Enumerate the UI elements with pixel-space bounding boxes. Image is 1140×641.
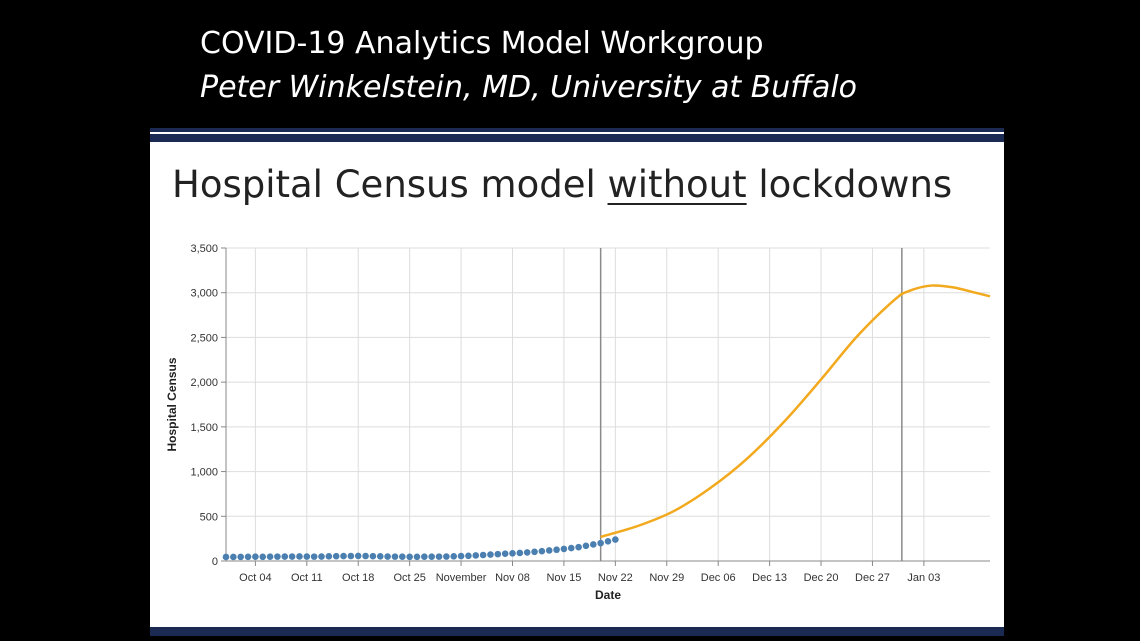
observed-data-point bbox=[413, 553, 421, 561]
observed-data-point bbox=[274, 553, 281, 560]
x-tick-label: Dec 27 bbox=[855, 572, 890, 584]
workgroup-title: COVID-19 Analytics Model Workgroup bbox=[200, 26, 764, 61]
observed-data-point bbox=[501, 550, 509, 557]
observed-data-point bbox=[487, 551, 494, 558]
observed-data-point bbox=[391, 553, 399, 560]
observed-data-point bbox=[553, 546, 560, 554]
hospital-census-chart: 0 500 1,000 1,500 2,000 2,500 3,000 3,500 Oct 0… bbox=[165, 243, 991, 602]
x-tick-label: Dec 06 bbox=[701, 572, 736, 584]
slide-panel: Hospital Census model without lockdowns … bbox=[150, 128, 1004, 636]
observed-data-point bbox=[303, 553, 311, 560]
slide-title-start: Hospital Census model bbox=[172, 163, 608, 206]
observed-data-point bbox=[340, 552, 347, 560]
x-tick-label: Oct 04 bbox=[239, 572, 271, 584]
model-projection-line bbox=[600, 284, 991, 539]
x-tick-label: Oct 25 bbox=[393, 572, 425, 584]
observed-data-point bbox=[575, 543, 582, 551]
observed-data-point bbox=[523, 549, 531, 556]
x-tick-label: Nov 29 bbox=[649, 572, 684, 584]
slide-top-rule bbox=[150, 128, 1004, 132]
observed-data-point bbox=[531, 548, 538, 556]
x-tick-label: Jan 03 bbox=[907, 572, 940, 584]
x-axis-label: Date bbox=[595, 588, 621, 602]
x-tick-label: Oct 11 bbox=[291, 572, 323, 584]
observed-data-point bbox=[347, 552, 355, 560]
observed-data-point bbox=[325, 553, 333, 560]
observed-data-point bbox=[472, 552, 480, 559]
observed-data-point bbox=[376, 553, 384, 560]
slide-title: Hospital Census model without lockdowns bbox=[172, 162, 992, 208]
observed-data-point bbox=[612, 536, 619, 543]
observed-data-point bbox=[428, 553, 435, 561]
observed-data-point bbox=[252, 553, 259, 561]
x-tick-label: Oct 18 bbox=[342, 572, 374, 584]
x-tick-label: Nov 08 bbox=[495, 572, 530, 584]
observed-data-point bbox=[479, 551, 487, 559]
y-tick-label: 0 bbox=[212, 556, 218, 568]
slide-title-emphasis: without bbox=[607, 163, 747, 206]
x-axis-ticks: Oct 04 Oct 11 Oct 18 Oct 25 November Nov 08 No… bbox=[239, 561, 940, 584]
chart-gridlines bbox=[226, 247, 990, 562]
y-axis-label: Hospital Census bbox=[165, 357, 179, 451]
observed-data-point bbox=[421, 553, 428, 561]
observed-data-point bbox=[369, 552, 377, 560]
observed-data-point bbox=[509, 550, 516, 557]
observed-data-point bbox=[465, 552, 472, 560]
observed-data-point bbox=[494, 550, 502, 558]
y-tick-label: 2,000 bbox=[190, 377, 218, 389]
observed-data-point bbox=[604, 538, 612, 545]
observed-data-point bbox=[560, 545, 568, 553]
y-axis-ticks: 0 500 1,000 1,500 2,000 2,500 3,000 3,500 bbox=[190, 243, 226, 568]
observed-data-point bbox=[222, 553, 230, 561]
x-tick-label: November bbox=[436, 572, 487, 584]
observed-data-point bbox=[516, 549, 524, 557]
slide-bottom-rule bbox=[150, 627, 1004, 636]
observed-data-point bbox=[590, 541, 597, 548]
observed-data-point bbox=[399, 553, 406, 561]
slide-top-rule-thick bbox=[150, 134, 1004, 142]
observed-data-point bbox=[582, 542, 590, 550]
observed-data-point bbox=[266, 553, 274, 561]
y-tick-label: 1,000 bbox=[190, 467, 218, 479]
observed-data-point bbox=[288, 553, 296, 560]
observed-data-point bbox=[597, 539, 604, 547]
slide-title-end: lockdowns bbox=[746, 163, 953, 206]
presentation-header: COVID-19 Analytics Model Workgroup Peter… bbox=[200, 22, 1100, 110]
y-tick-label: 1,500 bbox=[190, 422, 218, 434]
observed-data-point bbox=[443, 553, 450, 560]
y-tick-label: 3,500 bbox=[190, 243, 218, 255]
observed-data-point bbox=[244, 553, 252, 561]
observed-data-point bbox=[362, 552, 369, 560]
observed-data-point bbox=[435, 553, 443, 560]
chart-axes bbox=[225, 248, 990, 562]
y-tick-label: 3,000 bbox=[190, 288, 218, 300]
observed-data-point bbox=[259, 553, 267, 561]
observed-data-point bbox=[567, 544, 575, 552]
x-tick-label: Nov 22 bbox=[598, 572, 633, 584]
y-tick-label: 2,500 bbox=[190, 332, 218, 344]
observed-data-point bbox=[450, 553, 458, 560]
observed-data-point bbox=[354, 552, 362, 560]
observed-data-point bbox=[310, 553, 318, 560]
observed-data-point bbox=[237, 553, 244, 561]
y-tick-label: 500 bbox=[200, 511, 218, 523]
observed-data-point bbox=[318, 553, 325, 560]
observed-data-point bbox=[545, 547, 553, 554]
observed-data-point bbox=[457, 552, 465, 560]
observed-data-point bbox=[281, 553, 289, 560]
presenter-credit: Peter Winkelstein, MD, University at Buf… bbox=[200, 70, 858, 105]
observed-data-point bbox=[406, 553, 413, 561]
chart-series bbox=[222, 284, 991, 561]
chart-vertical-markers bbox=[599, 248, 903, 561]
x-tick-label: Dec 13 bbox=[752, 572, 787, 584]
observed-data-point bbox=[230, 553, 237, 561]
observed-data-point bbox=[296, 553, 303, 560]
x-tick-label: Dec 20 bbox=[804, 572, 839, 584]
observed-data-point bbox=[538, 547, 546, 555]
observed-data-point bbox=[384, 553, 391, 560]
observed-data-point bbox=[332, 552, 340, 560]
x-tick-label: Nov 15 bbox=[546, 572, 581, 584]
